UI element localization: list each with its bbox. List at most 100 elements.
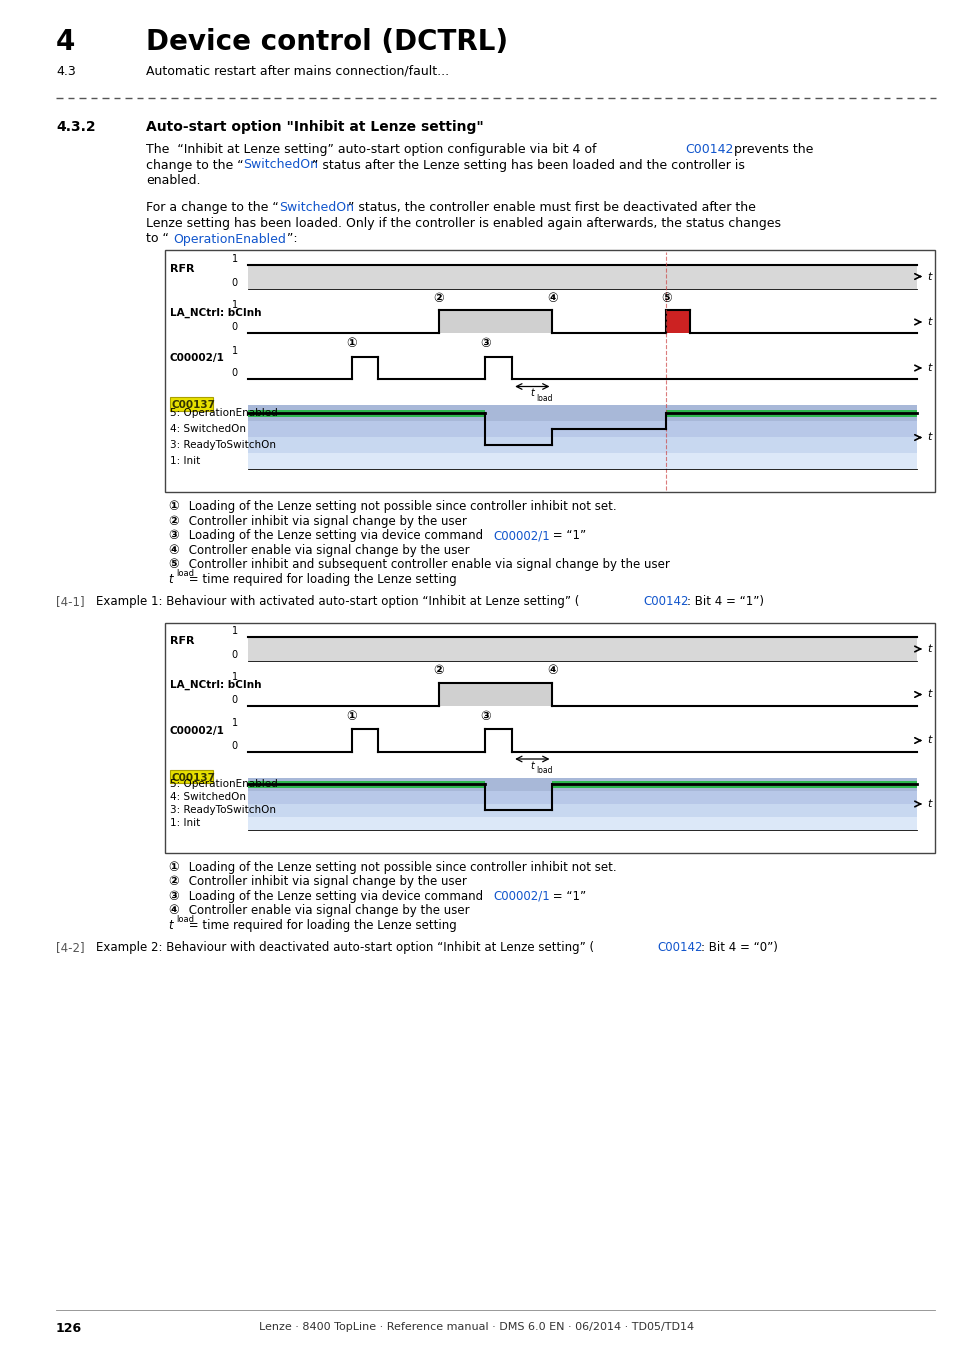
Text: 1: Init: 1: Init <box>170 456 200 467</box>
Bar <box>165 622 934 853</box>
Text: ⑤: ⑤ <box>168 559 178 571</box>
Text: 4.3: 4.3 <box>56 65 75 78</box>
Text: ②: ② <box>168 876 178 888</box>
Text: t: t <box>530 389 534 398</box>
Bar <box>665 410 916 417</box>
Text: 4: SwitchedOn: 4: SwitchedOn <box>170 424 246 435</box>
Text: ④: ④ <box>168 544 178 558</box>
Text: load: load <box>536 767 552 775</box>
Bar <box>248 805 916 817</box>
Text: ②: ② <box>168 514 178 528</box>
Text: t: t <box>926 271 930 282</box>
Bar <box>438 683 552 706</box>
Text: 1: 1 <box>232 626 237 636</box>
Text: Lenze · 8400 TopLine · Reference manual · DMS 6.0 EN · 06/2014 · TD05/TD14: Lenze · 8400 TopLine · Reference manual … <box>259 1322 694 1332</box>
Text: C00137: C00137 <box>172 774 215 783</box>
Text: RFR: RFR <box>170 636 194 647</box>
Text: t: t <box>926 432 930 443</box>
Bar <box>552 782 916 788</box>
Bar <box>248 782 485 788</box>
Text: Device control (DCTRL): Device control (DCTRL) <box>146 28 508 55</box>
Text: t: t <box>926 690 930 699</box>
Text: 4: SwitchedOn: 4: SwitchedOn <box>170 792 246 802</box>
Text: C00002/1: C00002/1 <box>170 726 225 736</box>
Text: ①: ① <box>346 338 356 351</box>
Text: Example 1: Behaviour with activated auto-start option “Inhibit at Lenze setting”: Example 1: Behaviour with activated auto… <box>96 595 578 608</box>
Text: Auto-start option "Inhibit at Lenze setting": Auto-start option "Inhibit at Lenze sett… <box>146 120 483 134</box>
Text: RFR: RFR <box>170 263 194 274</box>
Text: change to the “: change to the “ <box>146 158 243 171</box>
Text: SwitchedOn: SwitchedOn <box>243 158 317 171</box>
Text: Loading of the Lenze setting via device command: Loading of the Lenze setting via device … <box>185 529 486 543</box>
Text: ⑤: ⑤ <box>660 292 671 305</box>
Text: prevents the: prevents the <box>729 143 812 157</box>
Text: Automatic restart after mains connection/fault...: Automatic restart after mains connection… <box>146 65 449 78</box>
Text: OperationEnabled: OperationEnabled <box>172 232 286 246</box>
Text: 4.3.2: 4.3.2 <box>56 120 95 134</box>
Text: The  “Inhibit at Lenze setting” auto-start option configurable via bit 4 of: The “Inhibit at Lenze setting” auto-star… <box>146 143 599 157</box>
Text: = time required for loading the Lenze setting: = time required for loading the Lenze se… <box>185 919 456 931</box>
Bar <box>248 410 485 417</box>
Text: C00002/1: C00002/1 <box>493 890 549 903</box>
Text: 0: 0 <box>232 695 237 705</box>
Text: 0: 0 <box>232 741 237 751</box>
Bar <box>438 310 552 333</box>
Text: load: load <box>175 568 193 578</box>
Bar <box>170 769 213 783</box>
Text: t: t <box>926 317 930 327</box>
Text: ③: ③ <box>168 890 178 903</box>
Text: = “1”: = “1” <box>548 529 585 543</box>
Text: Lenze setting has been loaded. Only if the controller is enabled again afterward: Lenze setting has been loaded. Only if t… <box>146 217 781 230</box>
Text: 1: 1 <box>232 254 237 263</box>
Text: Loading of the Lenze setting via device command: Loading of the Lenze setting via device … <box>185 890 486 903</box>
Text: SwitchedOn: SwitchedOn <box>278 201 354 215</box>
Text: load: load <box>175 915 193 923</box>
Text: t: t <box>168 919 172 931</box>
Text: : Bit 4 = “1”): : Bit 4 = “1”) <box>686 595 763 608</box>
Text: Loading of the Lenze setting not possible since controller inhibit not set.: Loading of the Lenze setting not possibl… <box>185 861 616 873</box>
Text: ④: ④ <box>546 292 558 305</box>
Text: t: t <box>926 644 930 653</box>
Text: ①: ① <box>168 501 178 513</box>
Text: Controller inhibit via signal change by the user: Controller inhibit via signal change by … <box>185 876 466 888</box>
Text: enabled.: enabled. <box>146 174 200 188</box>
Text: = “1”: = “1” <box>548 890 585 903</box>
Bar <box>248 778 916 791</box>
Text: 3: ReadyToSwitchOn: 3: ReadyToSwitchOn <box>170 440 275 451</box>
Text: ④: ④ <box>546 664 558 676</box>
Text: ①: ① <box>168 861 178 873</box>
Text: 1: 1 <box>232 300 237 309</box>
Text: [4-1]: [4-1] <box>56 595 85 608</box>
Text: 1: 1 <box>232 718 237 728</box>
Text: 1: Init: 1: Init <box>170 818 200 829</box>
Text: 5: OperationEnabled: 5: OperationEnabled <box>170 779 277 790</box>
Text: C00142: C00142 <box>685 143 733 157</box>
Text: Controller inhibit via signal change by the user: Controller inhibit via signal change by … <box>185 514 466 528</box>
Text: ③: ③ <box>479 710 490 724</box>
Bar <box>248 421 916 437</box>
Text: For a change to the “: For a change to the “ <box>146 201 278 215</box>
Text: C00137: C00137 <box>172 401 215 410</box>
Text: 0: 0 <box>232 278 237 288</box>
Text: ” status, the controller enable must first be deactivated after the: ” status, the controller enable must fir… <box>348 201 756 215</box>
Text: 4: 4 <box>56 28 75 55</box>
Text: ”:: ”: <box>286 232 296 246</box>
Text: t: t <box>926 363 930 373</box>
Text: LA_NCtrl: bCInh: LA_NCtrl: bCInh <box>170 680 261 690</box>
Text: C00002/1: C00002/1 <box>170 354 225 363</box>
Text: C00142: C00142 <box>657 941 701 954</box>
Text: [4-2]: [4-2] <box>56 941 85 954</box>
Text: 126: 126 <box>56 1322 82 1335</box>
Bar <box>248 454 916 470</box>
Text: 3: ReadyToSwitchOn: 3: ReadyToSwitchOn <box>170 806 275 815</box>
Bar <box>248 405 916 421</box>
Text: LA_NCtrl: bCInh: LA_NCtrl: bCInh <box>170 308 261 317</box>
Text: 1: 1 <box>232 672 237 682</box>
Text: to “: to “ <box>146 232 169 246</box>
Text: Controller enable via signal change by the user: Controller enable via signal change by t… <box>185 544 469 558</box>
Text: t: t <box>926 736 930 745</box>
Bar <box>248 791 916 805</box>
Bar <box>248 437 916 454</box>
Text: ②: ② <box>433 664 443 676</box>
Text: load: load <box>536 394 552 404</box>
